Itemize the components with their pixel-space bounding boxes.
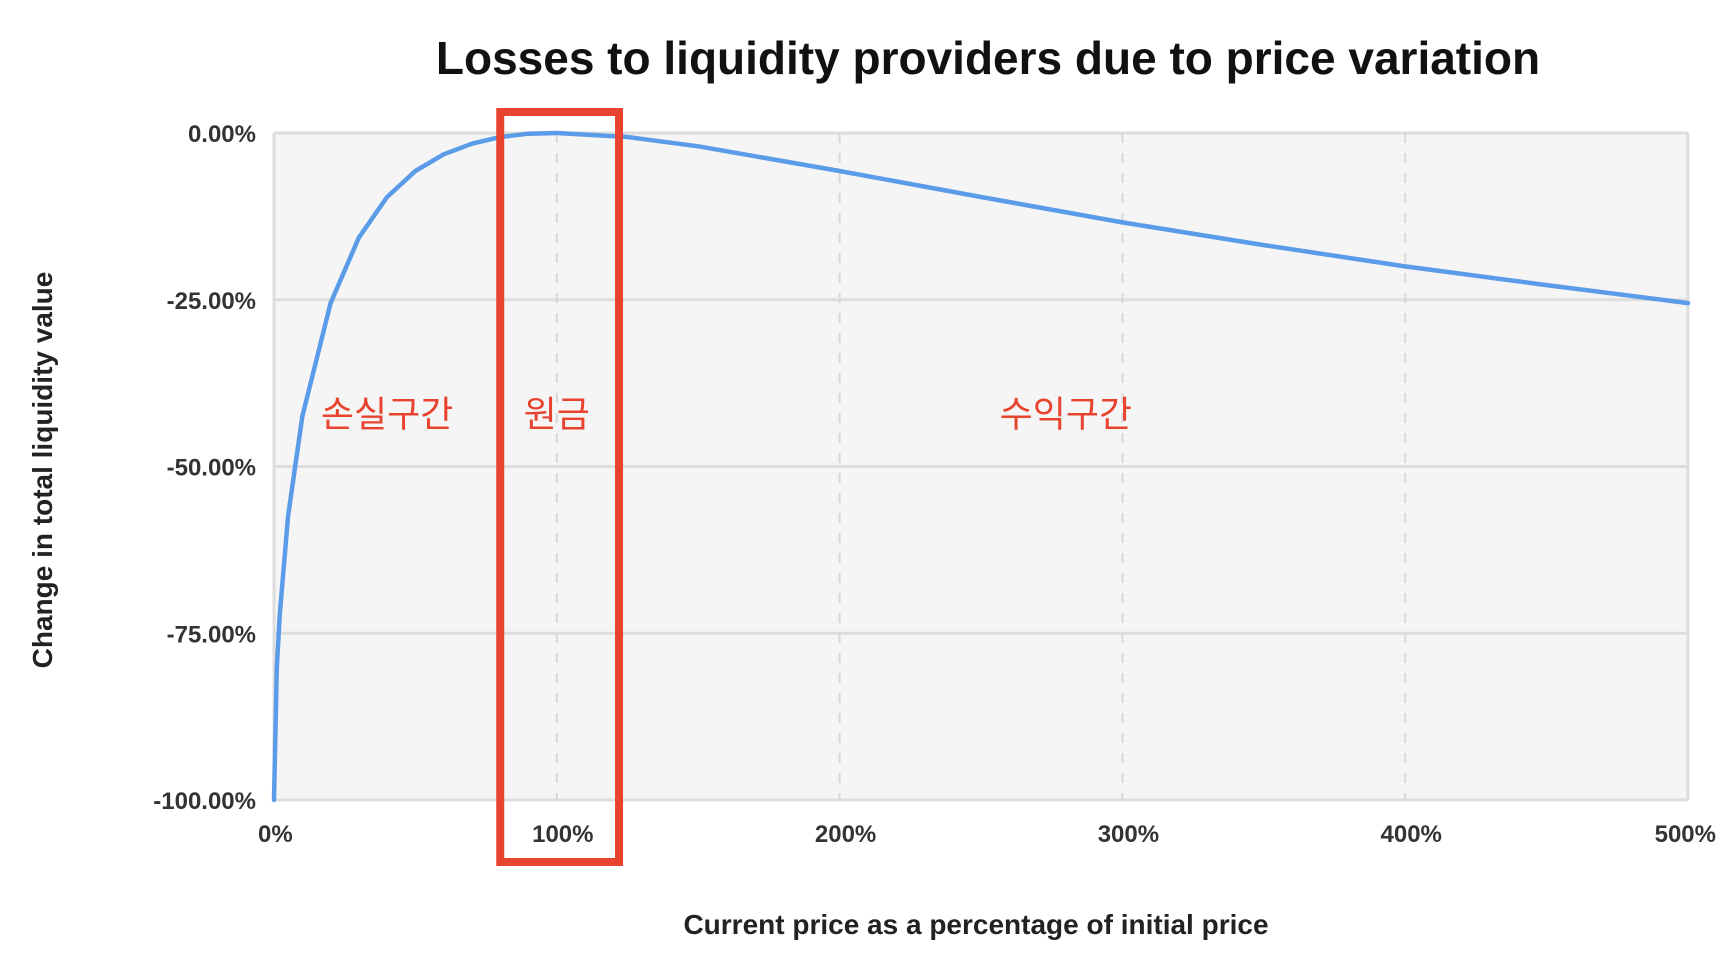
x-tick-label: 0% (258, 821, 293, 848)
y-tick-label: -25.00% (167, 288, 256, 315)
annotation-label: 수익구간 (1000, 394, 1132, 435)
x-axis-label: Current price as a percentage of initial… (683, 909, 1268, 940)
x-axis-ticks: 0% 100% 200% 300% 400% 500% (258, 821, 1716, 848)
chart-title: Losses to liquidity providers due to pri… (436, 32, 1540, 84)
grid-layer (272, 131, 1690, 802)
y-axis-ticks: 0.00% -25.00% -50.00% -75.00% -100.00% (153, 121, 256, 815)
y-axis-label: Change in total liquidity value (27, 272, 58, 669)
y-tick-label: -75.00% (167, 621, 256, 648)
x-tick-label: 500% (1655, 821, 1716, 848)
y-tick-label: 0.00% (188, 121, 256, 148)
annotation-label: 원금 (524, 394, 590, 435)
x-tick-label: 400% (1381, 821, 1442, 848)
x-tick-label: 200% (815, 821, 876, 848)
x-tick-label: 100% (532, 821, 593, 848)
x-tick-label: 300% (1098, 821, 1159, 848)
y-tick-label: -100.00% (153, 788, 256, 815)
highlight-box (496, 108, 624, 866)
y-tick-label: -50.00% (167, 455, 256, 482)
annotation-layer: 손실구간 원금 수익구간 (321, 394, 1132, 435)
highlight-layer (496, 108, 624, 866)
annotation-label: 손실구간 (321, 394, 453, 435)
